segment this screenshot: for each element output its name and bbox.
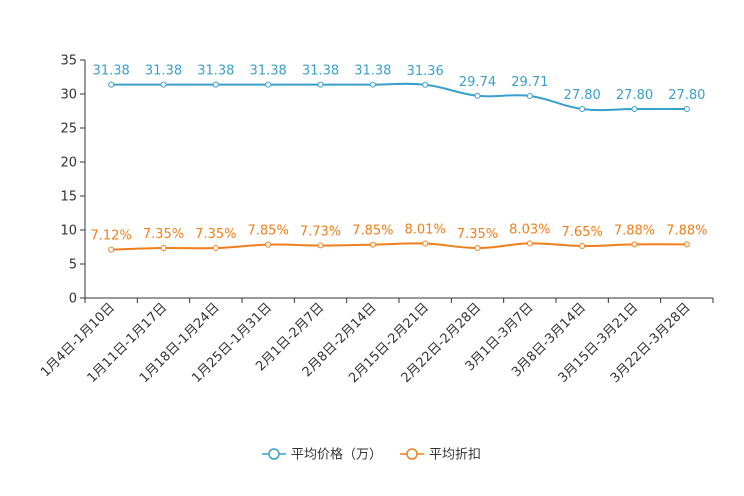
- legend-marker-0: [268, 448, 280, 460]
- series-1-point-3[interactable]: [265, 241, 272, 248]
- series-0-point-0[interactable]: [108, 81, 115, 88]
- series-1-point-0[interactable]: [108, 246, 115, 253]
- series-0-point-3[interactable]: [265, 81, 272, 88]
- y-tick-label-1: 5: [69, 258, 77, 273]
- series-line-0: [111, 82, 687, 112]
- y-tick-label-5: 25: [60, 122, 77, 137]
- series-1-label-9: 7.65%: [562, 225, 603, 240]
- series-0-label-9: 27.80: [564, 88, 601, 103]
- series-0-point-5[interactable]: [369, 81, 376, 88]
- series-1-label-8: 8.03%: [509, 222, 550, 237]
- series-1-point-4[interactable]: [317, 242, 324, 249]
- series-1-point-8[interactable]: [526, 240, 533, 247]
- series-0-label-8: 29.71: [511, 75, 548, 90]
- series-1-label-0: 7.12%: [91, 229, 132, 244]
- series-0-label-10: 27.80: [616, 88, 653, 103]
- series-0-label-1: 31.38: [145, 64, 182, 79]
- series-1-label-2: 7.35%: [195, 227, 236, 242]
- series-1-label-10: 7.88%: [614, 223, 655, 238]
- series-0-point-10[interactable]: [631, 105, 638, 112]
- y-tick-label-7: 35: [60, 54, 77, 69]
- series-0-label-7: 29.74: [459, 75, 496, 90]
- series-1-point-9[interactable]: [579, 242, 586, 249]
- chart-legend[interactable]: 平均价格（万） 平均折扣: [262, 447, 481, 463]
- chart-series: [108, 81, 690, 253]
- series-0-point-4[interactable]: [317, 81, 324, 88]
- series-line-1: [111, 242, 687, 251]
- series-1-point-2[interactable]: [212, 245, 219, 252]
- legend-marker-1: [406, 448, 418, 460]
- chart-axes: 051015202530351月4日-1月10日1月11日-1月17日1月18日…: [38, 54, 714, 386]
- y-tick-label-3: 15: [60, 190, 77, 205]
- series-1-label-6: 8.01%: [405, 223, 446, 238]
- series-1-label-7: 7.35%: [457, 227, 498, 242]
- series-1-point-10[interactable]: [631, 241, 638, 248]
- series-0-point-11[interactable]: [683, 105, 690, 112]
- series-1-point-7[interactable]: [474, 245, 481, 252]
- legend-item-0[interactable]: 平均价格（万）: [262, 447, 382, 463]
- series-0-point-6[interactable]: [422, 81, 429, 88]
- series-1-label-1: 7.35%: [143, 227, 184, 242]
- series-0-point-1[interactable]: [160, 81, 167, 88]
- series-1-label-3: 7.85%: [248, 224, 289, 239]
- series-1-point-5[interactable]: [369, 241, 376, 248]
- y-tick-label-0: 0: [69, 292, 77, 307]
- legend-label-0: 平均价格（万）: [291, 447, 382, 463]
- legend-label-1: 平均折扣: [429, 448, 481, 463]
- series-1-label-5: 7.85%: [352, 224, 393, 239]
- series-0-label-5: 31.38: [354, 64, 391, 79]
- series-1-point-1[interactable]: [160, 245, 167, 252]
- series-0-label-6: 31.36: [407, 64, 444, 79]
- series-0-label-2: 31.38: [197, 64, 234, 79]
- series-0-point-8[interactable]: [526, 92, 533, 99]
- series-0-point-9[interactable]: [579, 105, 586, 112]
- series-1-label-11: 7.88%: [666, 223, 707, 238]
- legend-item-1[interactable]: 平均折扣: [400, 448, 481, 463]
- series-1-point-6[interactable]: [422, 240, 429, 247]
- series-0-label-3: 31.38: [250, 64, 287, 79]
- series-1-label-4: 7.73%: [300, 224, 341, 239]
- y-tick-label-6: 30: [60, 88, 77, 103]
- series-0-point-7[interactable]: [474, 92, 481, 99]
- y-tick-label-2: 10: [60, 224, 77, 239]
- series-1-point-11[interactable]: [683, 241, 690, 248]
- series-0-label-4: 31.38: [302, 64, 339, 79]
- series-0-label-11: 27.80: [668, 88, 705, 103]
- series-0-point-2[interactable]: [212, 81, 219, 88]
- chart-data-labels: 31.38 31.38 31.38 31.38 31.38 31.38 31.36 29.74…: [91, 64, 708, 244]
- series-0-label-0: 31.38: [93, 64, 130, 79]
- y-tick-label-4: 20: [60, 156, 77, 171]
